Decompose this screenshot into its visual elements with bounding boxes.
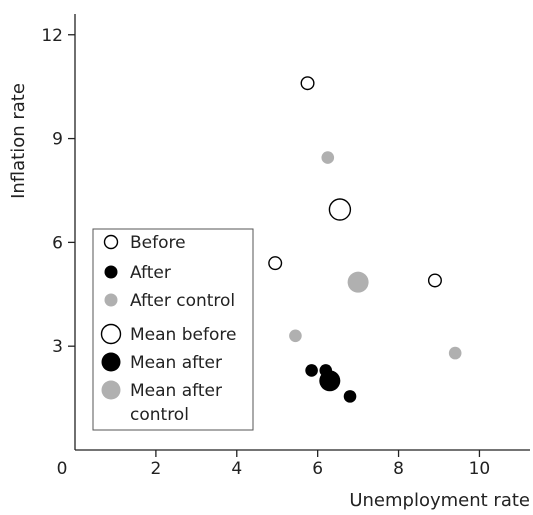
- data-point-after-control: [289, 329, 302, 343]
- y-axis-label: Inflation rate: [8, 83, 29, 199]
- data-point-after-control: [321, 151, 335, 164]
- legend-label: Mean before: [130, 325, 236, 345]
- legend-label: After: [130, 263, 171, 283]
- x-tick-label: 2: [150, 459, 161, 479]
- y-tick-label: 3: [52, 337, 63, 357]
- legend-marker: [104, 265, 118, 279]
- data-point-mean-after: [319, 370, 341, 392]
- data-point-before: [427, 273, 442, 288]
- legend-items: Before After After control Mean before Mean …: [100, 233, 236, 425]
- tick-labels: 0 2 4 6 8 10 3 6 9 12: [41, 26, 490, 479]
- y-tick-label: 6: [52, 233, 63, 253]
- legend-marker: [101, 380, 121, 400]
- x-tick-label: 0: [57, 459, 68, 479]
- x-tick-label: 6: [312, 459, 323, 479]
- x-tick-label: 8: [393, 459, 404, 479]
- y-tick-label: 9: [52, 130, 63, 150]
- y-tick-label: 12: [41, 26, 63, 46]
- legend-marker: [104, 293, 118, 307]
- legend-label: Before: [130, 233, 186, 253]
- data-point-after: [343, 390, 357, 403]
- ticks: [68, 34, 481, 457]
- legend-marker: [103, 234, 119, 250]
- x-tick-label: 10: [469, 459, 491, 479]
- legend-label: After control: [130, 291, 235, 311]
- legend: Before After After control Mean before Mean …: [92, 228, 254, 431]
- data-point-before: [300, 76, 315, 91]
- data-point-mean-after-control: [347, 271, 369, 293]
- legend-label: Mean after: [130, 353, 222, 373]
- legend-label: Mean after: [130, 381, 222, 401]
- x-axis-label: Unemployment rate: [349, 490, 530, 511]
- data-point-before: [268, 256, 283, 271]
- legend-marker: [100, 323, 122, 345]
- axes: [74, 14, 530, 451]
- legend-box: [92, 228, 254, 431]
- legend-label: control: [130, 405, 189, 425]
- legend-marker: [101, 352, 121, 372]
- data-point-after: [305, 364, 318, 377]
- data-point-after-control: [448, 346, 462, 360]
- x-tick-label: 4: [231, 459, 242, 479]
- data-points: [268, 76, 462, 403]
- data-point-mean-before: [328, 198, 352, 221]
